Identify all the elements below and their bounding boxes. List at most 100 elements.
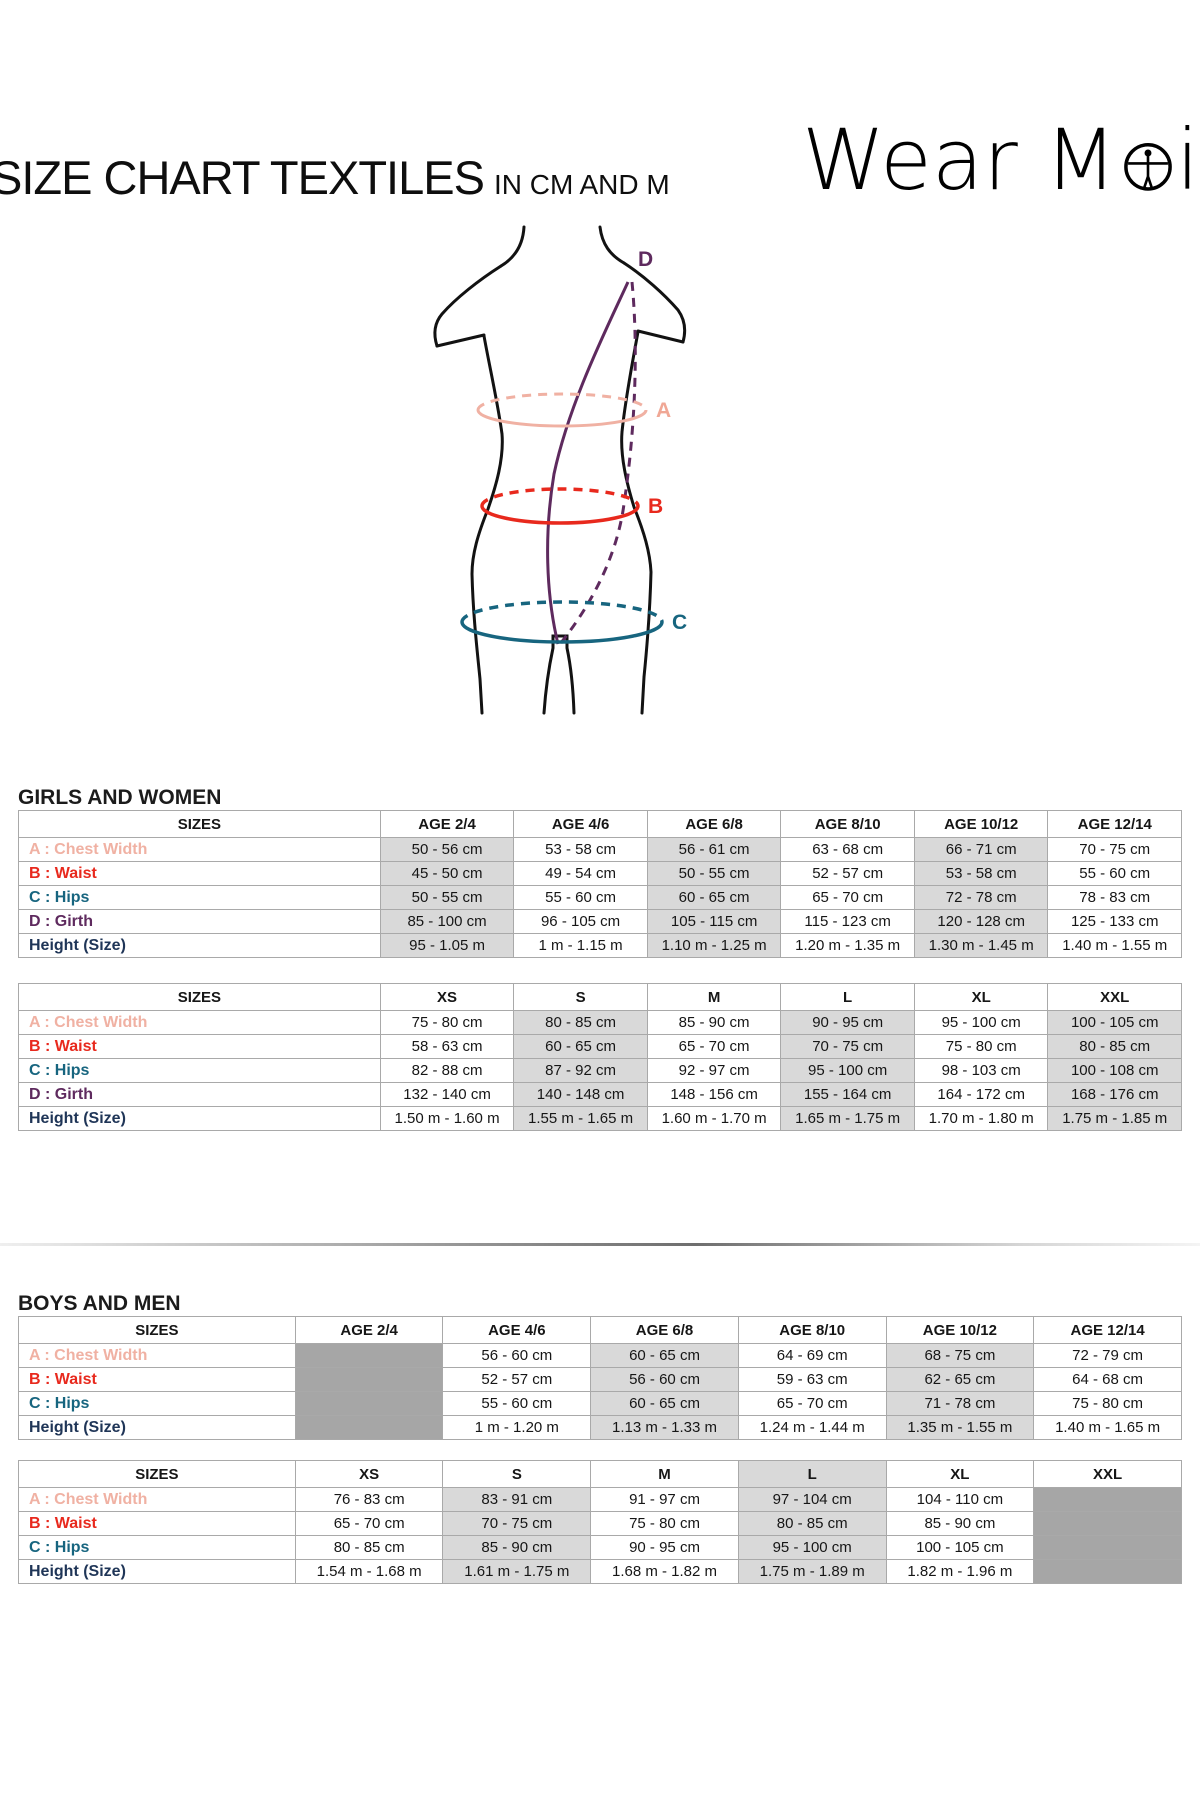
column-header: XXL xyxy=(1033,1460,1182,1488)
table-row: A : Chest Width 76 - 83 cm 83 - 91 cm 91 - … xyxy=(18,1487,1182,1512)
table-cell: 52 - 57 cm xyxy=(780,861,915,886)
column-header: SIZES xyxy=(18,810,381,838)
header-row: SIZES XS S M L XL XXL xyxy=(18,983,1182,1011)
table-cell: 1.55 m - 1.65 m xyxy=(513,1106,648,1131)
table-cell: 95 - 100 cm xyxy=(780,1058,915,1083)
column-header: AGE 6/8 xyxy=(646,810,782,838)
waist-label-b: B xyxy=(648,495,663,518)
right-sleeve-outer xyxy=(622,261,687,344)
column-header: AGE 10/12 xyxy=(885,1316,1035,1344)
table-cell: 1.24 m - 1.44 m xyxy=(737,1415,887,1440)
row-label: C : Hips xyxy=(18,1535,296,1560)
table-cell: 120 - 128 cm xyxy=(913,909,1049,934)
column-header: M xyxy=(646,983,782,1011)
section-boys-men: BOYS AND MEN SIZES AGE 2/4 AGE 4/6 AGE 6/8 A… xyxy=(18,1292,1182,1584)
table-cell: 1.54 m - 1.68 m xyxy=(294,1559,444,1584)
table-cell: 125 - 133 cm xyxy=(1047,909,1182,934)
table-cell: 100 - 105 cm xyxy=(885,1535,1035,1560)
column-header: AGE 12/14 xyxy=(1047,810,1182,838)
table-cell: 1.60 m - 1.70 m xyxy=(646,1106,782,1131)
table-row: C : Hips 50 - 55 cm 55 - 60 cm 60 - 65 cm 65… xyxy=(18,885,1182,910)
table-cell: 85 - 90 cm xyxy=(885,1511,1035,1536)
row-label: B : Waist xyxy=(18,1034,381,1059)
girls-women-heading: GIRLS AND WOMEN xyxy=(18,786,222,809)
table-cell: 1.65 m - 1.75 m xyxy=(780,1106,915,1131)
row-label: C : Hips xyxy=(18,1058,381,1083)
table-cell: 64 - 69 cm xyxy=(737,1343,887,1368)
column-header: AGE 4/6 xyxy=(442,1316,592,1344)
table-cell: 1.10 m - 1.25 m xyxy=(646,933,782,958)
table-cell: 56 - 60 cm xyxy=(442,1343,592,1368)
table-cell: 97 - 104 cm xyxy=(737,1487,887,1512)
column-header: M xyxy=(590,1460,739,1488)
column-header: SIZES xyxy=(18,1460,296,1488)
row-label: C : Hips xyxy=(18,1391,296,1416)
table-cell: 90 - 95 cm xyxy=(780,1010,915,1035)
table-cell: 85 - 90 cm xyxy=(442,1535,592,1560)
table-cell: 168 - 176 cm xyxy=(1047,1082,1182,1107)
table-row: A : Chest Width 75 - 80 cm 80 - 85 cm 85 - … xyxy=(18,1010,1182,1035)
wear-moi-logo: Wear M i xyxy=(802,112,1199,212)
table-cell: 1.61 m - 1.75 m xyxy=(442,1559,592,1584)
row-label: A : Chest Width xyxy=(18,837,381,862)
table-cell: 65 - 70 cm xyxy=(737,1391,887,1416)
table-row: B : Waist 58 - 63 cm 60 - 65 cm 65 - 70 cm 7… xyxy=(18,1034,1182,1059)
table-cell: 1.20 m - 1.35 m xyxy=(780,933,915,958)
column-header: AGE 6/8 xyxy=(590,1316,739,1344)
table-cell: 140 - 148 cm xyxy=(513,1082,648,1107)
table-cell: 55 - 60 cm xyxy=(513,885,648,910)
hips-ellipse-front xyxy=(460,621,664,644)
left-sleeve-end xyxy=(435,333,486,348)
table-cell: 92 - 97 cm xyxy=(646,1058,782,1083)
table-cell: 80 - 85 cm xyxy=(513,1010,648,1035)
girls-women-letter-table: SIZES XS S M L XL XXL A : Chest Width 75 - 80 cm… xyxy=(18,983,1182,1131)
table-cell xyxy=(294,1343,444,1368)
chest-ellipse-back xyxy=(476,392,648,411)
girth-label-d: D xyxy=(638,248,653,271)
table-cell: 1.13 m - 1.33 m xyxy=(590,1415,739,1440)
table-cell: 1.30 m - 1.45 m xyxy=(913,933,1049,958)
table-cell: 95 - 1.05 m xyxy=(379,933,515,958)
column-header: XL xyxy=(885,1460,1035,1488)
column-header: SIZES xyxy=(18,983,381,1011)
column-header: L xyxy=(737,1460,887,1488)
table-cell xyxy=(1033,1535,1182,1560)
table-cell: 1.35 m - 1.55 m xyxy=(885,1415,1035,1440)
table-cell: 65 - 70 cm xyxy=(294,1511,444,1536)
table-cell: 148 - 156 cm xyxy=(646,1082,782,1107)
column-header: AGE 4/6 xyxy=(513,810,648,838)
table-cell: 71 - 78 cm xyxy=(885,1391,1035,1416)
left-sleeve-outer xyxy=(433,264,503,348)
table-cell: 115 - 123 cm xyxy=(780,909,915,934)
table-row: C : Hips 80 - 85 cm 85 - 90 cm 90 - 95 cm 95… xyxy=(18,1535,1182,1560)
table-cell: 65 - 70 cm xyxy=(780,885,915,910)
table-cell: 87 - 92 cm xyxy=(513,1058,648,1083)
column-header: AGE 10/12 xyxy=(913,810,1049,838)
table-cell: 80 - 85 cm xyxy=(1047,1034,1182,1059)
row-label: B : Waist xyxy=(18,1511,296,1536)
table-cell: 45 - 50 cm xyxy=(379,861,515,886)
header-row: SIZES XS S M L XL XXL xyxy=(18,1460,1182,1488)
row-label: A : Chest Width xyxy=(18,1010,381,1035)
header-row: SIZES AGE 2/4 AGE 4/6 AGE 6/8 AGE 8/10 AGE 10… xyxy=(18,1316,1182,1344)
body-diagram-svg: D A B C xyxy=(433,225,687,715)
table-cell: 70 - 75 cm xyxy=(780,1034,915,1059)
table-cell: 70 - 75 cm xyxy=(442,1511,592,1536)
column-header: S xyxy=(442,1460,592,1488)
table-row: B : Waist 45 - 50 cm 49 - 54 cm 50 - 55 cm 5… xyxy=(18,861,1182,886)
table-row: Height (Size) 1.54 m - 1.68 m 1.61 m - 1.7… xyxy=(18,1559,1182,1584)
section-divider xyxy=(0,1243,1200,1246)
page-title-main: SIZE CHART TEXTILES xyxy=(0,151,485,204)
row-label: B : Waist xyxy=(18,1367,296,1392)
table-cell: 1.82 m - 1.96 m xyxy=(885,1559,1035,1584)
table-cell: 155 - 164 cm xyxy=(780,1082,915,1107)
size-table: SIZES XS S M L XL XXL A : Chest Width 75 - 80 cm… xyxy=(18,983,1182,1131)
table-row: Height (Size) 1.50 m - 1.60 m 1.55 m - 1.6… xyxy=(18,1106,1182,1131)
table-cell: 1.40 m - 1.65 m xyxy=(1033,1415,1182,1440)
table-row: D : Girth 132 - 140 cm 140 - 148 cm 148 - 1… xyxy=(18,1082,1182,1107)
table-cell: 98 - 103 cm xyxy=(913,1058,1049,1083)
table-cell: 1.75 m - 1.85 m xyxy=(1047,1106,1182,1131)
row-label: Height (Size) xyxy=(18,1415,296,1440)
